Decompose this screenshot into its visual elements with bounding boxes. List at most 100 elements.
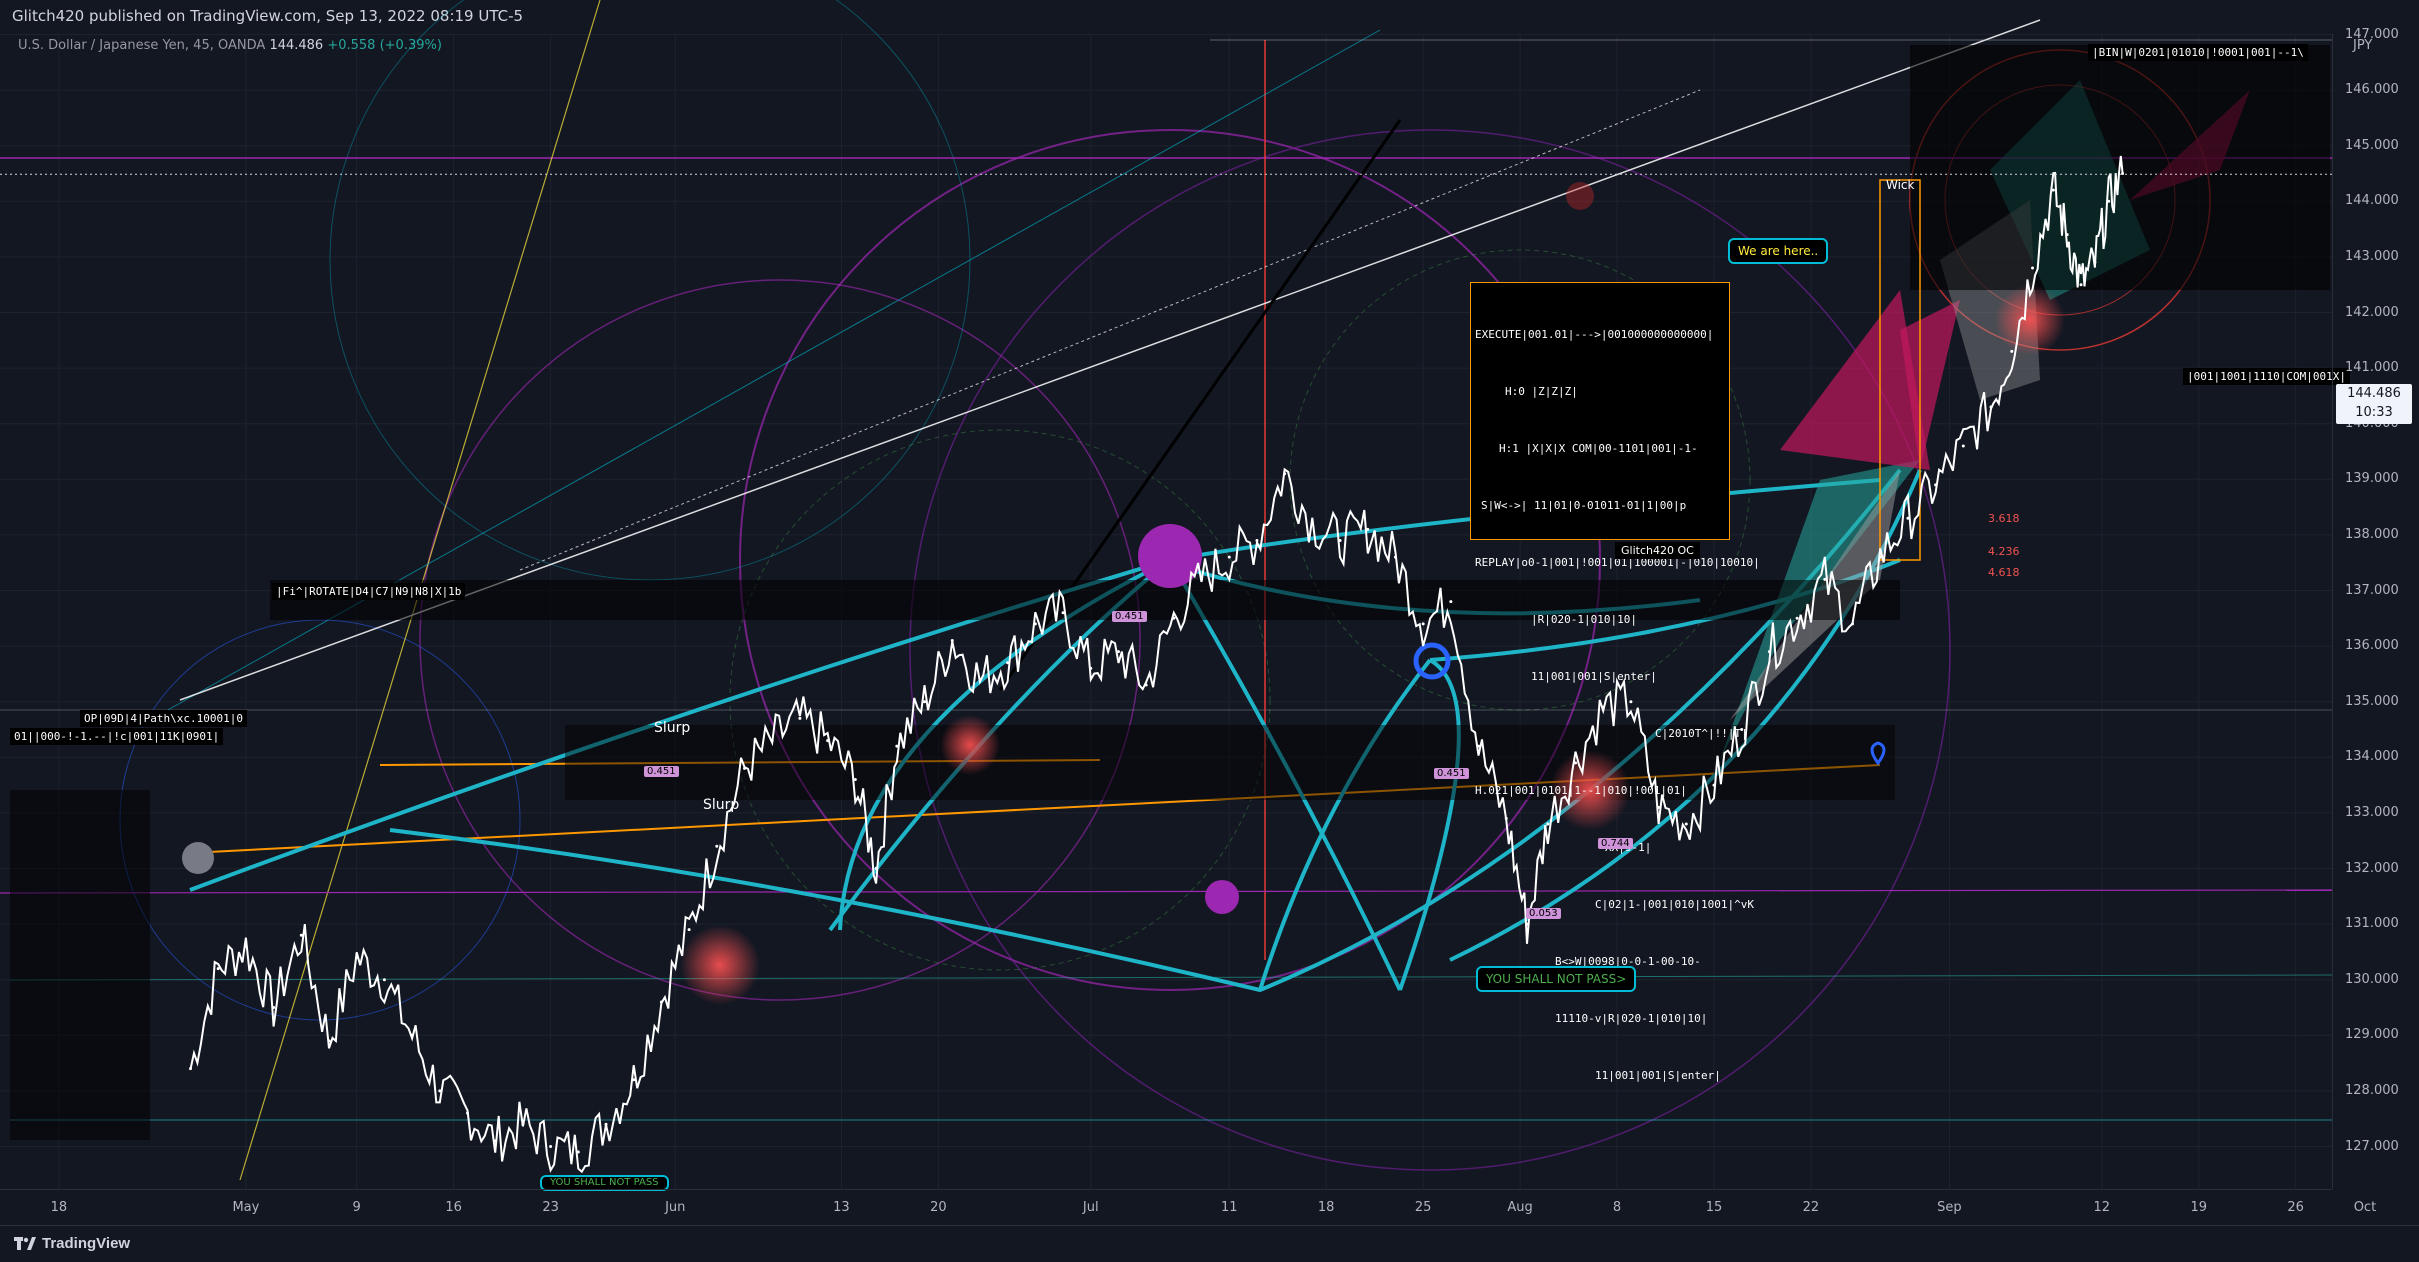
price-point [1740,728,1744,731]
price-point [1283,472,1287,476]
price-tick-label: 144.000 [2345,193,2399,209]
price-tick-label: 136.000 [2345,638,2399,654]
value-tag: 0.744 [1598,838,1633,849]
panel-footer-label: Glitch420 OC [1615,542,1700,559]
price-tick-label: 138.000 [2345,526,2399,542]
time-axis[interactable]: 18 May 9 16 23 Jun 13 20 Jul 11 18 25 Aug 8 15 22 Sep 12 1… [0,1189,2376,1226]
price-point [1116,650,1120,654]
exec-line: 11|001|001|S|enter| [1531,670,1657,683]
exec-line: |R|020-1|010|10| [1531,613,1637,626]
price-point [1823,577,1827,581]
exec-line: H:1 |X|X|X COM|00-1101|001|-1- [1499,442,1698,455]
price-point [1601,705,1605,709]
price-tick-label: 130.000 [2345,971,2399,987]
price-point [1878,555,1882,559]
price-point [1851,622,1854,626]
price-point [743,766,746,770]
time-tick-label: 8 [1612,1200,1622,1215]
price-point [1657,805,1661,809]
you-shall-not-pass-callout: YOU SHALL NOT PASS> [1476,966,1637,992]
price-point [1795,616,1799,620]
tradingview-wordmark: TradingView [42,1235,131,1252]
bin-panel: |BIN|W|0201|01010|!0001|001|--1\ [2088,44,2308,61]
exec-line: S|W<->| 11|01|0-01011-01|1|00|p [1481,499,1687,512]
price-point [466,1111,469,1115]
price-axis[interactable]: JPY 127.000 128.000 129.000 130.000 131.000 1… [2332,27,2419,1189]
price-point [1712,783,1716,787]
price-point [410,1033,414,1037]
symbol-legend: U.S. Dollar / Japanese Yen, 45, OANDA 14… [18,38,442,53]
price-point [1906,516,1910,520]
price-tick-label: 127.000 [2345,1138,2399,1154]
price-point [576,1150,580,1154]
price-point [1934,483,1938,487]
price-tick-label: 135.000 [2345,693,2399,709]
we-are-here-callout: We are here.. [1728,238,1829,264]
wick-label: Wick [1886,178,1915,192]
last-price: 144.486 [269,38,324,53]
time-tick-label: 18 [1317,1200,1335,1215]
time-tick-label: 11 [1220,1200,1238,1215]
price-point [2093,260,2097,264]
top-bar: Glitch420 published on TradingView.com, … [0,0,2419,34]
price-point [244,944,248,948]
tradingview-logo-icon [14,1236,36,1250]
price-point [2051,188,2055,192]
price-point [438,1089,442,1093]
price-point [299,933,303,937]
price-point [1061,611,1065,615]
price-point [1629,700,1633,704]
price-point [1033,622,1037,626]
price-point [2079,283,2083,287]
price-point [1255,538,1259,542]
time-tick-label: 13 [833,1200,850,1215]
price-point [2031,266,2035,270]
bar-countdown: 10:33 [2355,405,2393,420]
price-point [1089,666,1093,670]
you-shall-not-pass-bottom-callout: YOU SHALL NOT PASS [540,1175,669,1191]
exec-line: H:0 |Z|Z|Z| [1505,385,1578,398]
time-tick-label: Sep [1937,1200,1962,1215]
time-tick-label: 25 [1414,1200,1432,1215]
price-point [978,677,982,681]
price-tick-label: 129.000 [2345,1027,2399,1043]
price-point [715,844,719,848]
time-tick-label: May [232,1200,260,1215]
symbol-name: U.S. Dollar / Japanese Yen, 45, OANDA [18,38,266,53]
price-tick-label: 131.000 [2345,916,2399,932]
price-point [659,1000,663,1004]
price-point [1366,527,1370,531]
time-tick-label: 12 [2093,1200,2111,1215]
price-point [770,739,774,743]
publisher-caption: Glitch420 published on TradingView.com, … [12,7,524,25]
price-point [327,1039,331,1043]
chart-area[interactable] [0,0,2332,1189]
price-point [1310,522,1314,526]
time-tick-label: Jul [1082,1200,1099,1215]
exec-line: B<>W|0098|0-0-1-00-10- [1555,955,1701,968]
price-point [189,1067,192,1071]
price-tick-label: 137.000 [2345,582,2399,598]
price-point [1504,816,1508,820]
op-panel-1: OP|09D|4|Path\xc.10001|0 [80,710,247,727]
price-point [272,1006,276,1009]
price-point [874,867,878,870]
time-tick-label: 22 [1802,1200,1820,1215]
price-point [493,1139,497,1143]
fib-level-label: 4.618 [1988,566,2020,579]
price-tick-label: 141.000 [2345,360,2399,376]
slurp-label: Slurp [654,720,691,736]
price-point [1449,600,1453,604]
time-tick-label: 9 [352,1200,361,1215]
price-point [1525,922,1529,926]
exec-line: REPLAY|o0-1|001|!001|01|100001|-|010|100… [1475,556,1760,569]
price-line [189,155,2124,1174]
op-panel-2: 01||000-!-1.--|!c|001|11K|0901| [10,728,224,745]
price-point [216,967,220,971]
fib-level-label: 4.236 [1988,545,2020,558]
time-tick-label: 20 [930,1200,947,1215]
price-tick-label: 143.000 [2345,248,2399,264]
price-point [1989,405,1993,409]
exec-line: C|02|1-|001|010|1001|^vK [1595,898,1754,911]
price-point [798,716,802,720]
